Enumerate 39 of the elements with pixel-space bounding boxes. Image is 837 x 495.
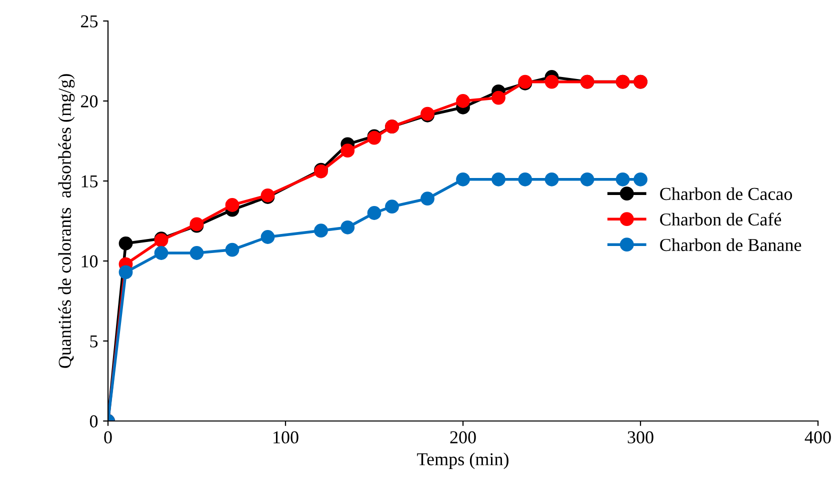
- point: [544, 74, 559, 89]
- x-tick-label: 400: [804, 431, 831, 444]
- y-tick-label: 0: [90, 415, 98, 428]
- point: [314, 224, 328, 238]
- y-tick-label: 25: [81, 15, 98, 28]
- point: [420, 192, 434, 206]
- point: [118, 265, 133, 280]
- legend-label: Charbon de Cacao: [660, 187, 792, 200]
- point: [492, 172, 506, 186]
- point: [118, 236, 133, 250]
- point: [367, 206, 382, 220]
- point: [634, 172, 648, 186]
- point: [154, 246, 168, 260]
- y-tick-label: 20: [81, 95, 98, 108]
- point: [340, 144, 355, 158]
- point: [456, 94, 470, 108]
- point: [225, 242, 240, 257]
- y-tick-label: 5: [90, 335, 98, 348]
- point: [190, 246, 204, 260]
- point: [518, 172, 532, 186]
- point: [385, 200, 399, 214]
- x-tick-label: 200: [450, 431, 476, 444]
- x-tick-label: 0: [104, 431, 112, 444]
- point: [580, 172, 594, 186]
- point: [260, 230, 275, 244]
- point: [225, 198, 240, 212]
- x-tick-label: 100: [274, 431, 298, 444]
- x-tick-label: 300: [628, 431, 654, 444]
- legend-label: Charbon de Café: [660, 212, 782, 226]
- point: [544, 172, 559, 186]
- x-axis-title: Temps (min): [417, 452, 508, 470]
- point: [340, 220, 355, 234]
- legend-label: Charbon de Banane: [660, 238, 802, 252]
- y-axis-title: Quantités de colorants adsorbées (mg/g): [58, 74, 75, 368]
- point: [616, 172, 630, 186]
- point: [492, 90, 506, 105]
- y-tick-label: 15: [82, 175, 98, 188]
- y-tick-label: 10: [82, 255, 98, 268]
- point: [456, 172, 470, 186]
